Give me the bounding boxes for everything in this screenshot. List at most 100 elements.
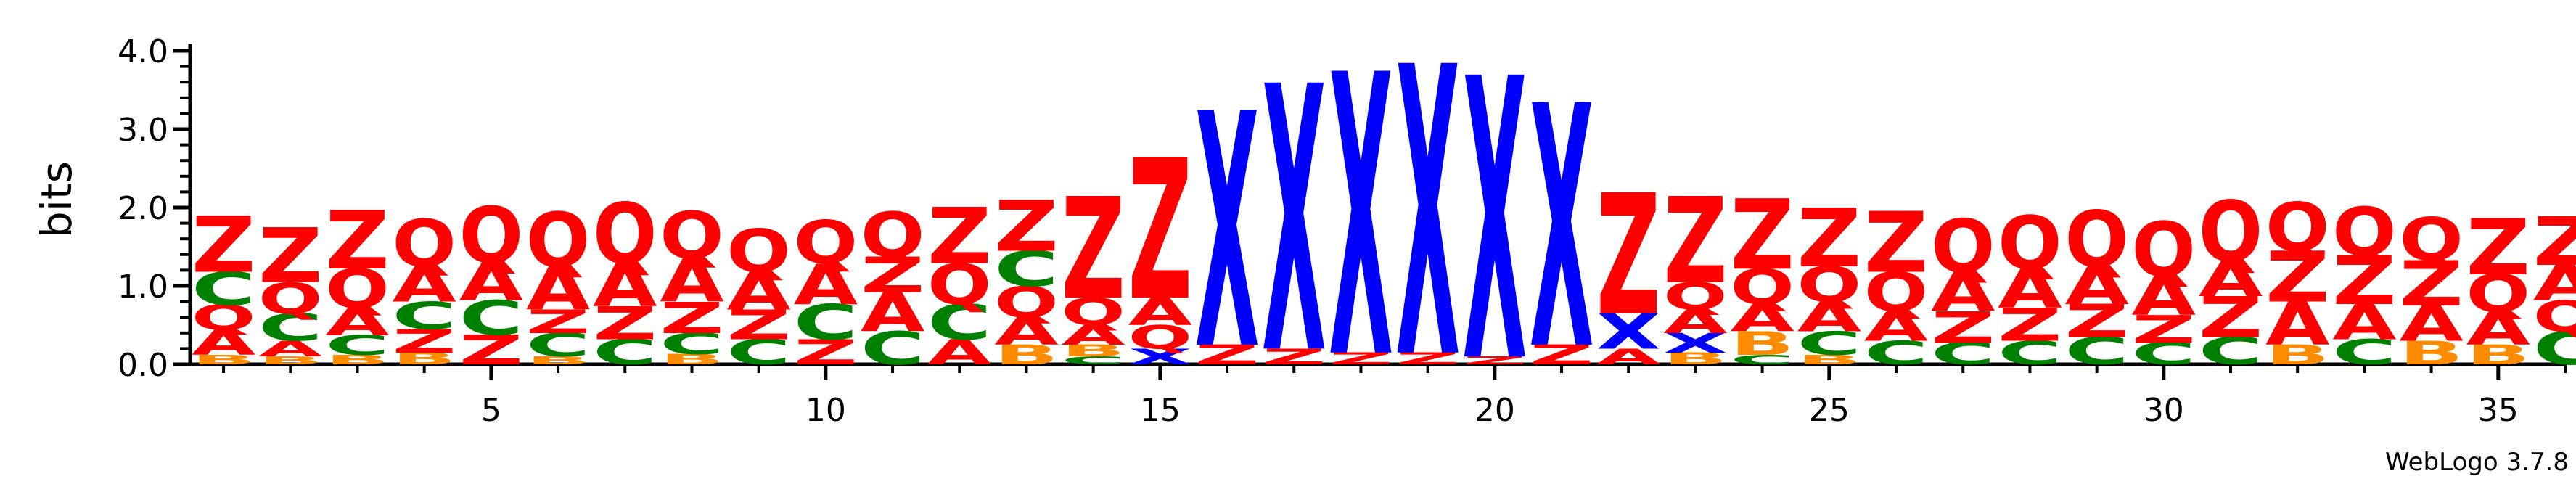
- logo-letter: Q: [1998, 202, 2062, 287]
- logo-letter: A: [1663, 303, 1727, 341]
- logo-letter: C: [2132, 337, 2196, 372]
- logo-letter: Q: [927, 252, 992, 317]
- logo-letter: C: [1730, 353, 1794, 368]
- logo-letter: C: [2064, 329, 2129, 373]
- logo-letter: C: [1797, 325, 1862, 362]
- logo-stack: ZX: [1262, 10, 1326, 435]
- logo-letter: Q: [994, 277, 1058, 327]
- logo-letter: A: [258, 337, 323, 362]
- x-ticks: 5 10 15 20 25 30 35: [222, 364, 2567, 429]
- logo-letter: Z: [1128, 118, 1192, 343]
- logo-letter: B: [258, 354, 322, 366]
- logo-letter: Q: [2132, 207, 2196, 294]
- logo-letter: Z: [861, 248, 924, 304]
- logo-letter: Q: [726, 218, 790, 287]
- logo-letter: Z: [660, 293, 724, 343]
- logo-letter: B: [325, 353, 390, 368]
- logo-letter: C: [927, 295, 992, 350]
- logo-letter: Q: [1797, 257, 1862, 313]
- logo-letter: A: [1128, 290, 1193, 334]
- logo-letter: X: [1329, 0, 1392, 444]
- logo-letter: A: [794, 253, 858, 317]
- logo-letter: Z: [1463, 354, 1527, 366]
- logo-letter: A: [660, 247, 724, 316]
- logo-letter: X: [1463, 0, 1527, 448]
- logo-letter: C: [660, 327, 724, 361]
- logo-letter: X: [1530, 36, 1593, 424]
- logo-letter: A: [2265, 290, 2330, 358]
- logo-letter: C: [325, 330, 390, 361]
- logo-letter: B: [2399, 335, 2463, 372]
- logo-letter: Z: [794, 332, 858, 372]
- logo-letter: C: [1864, 335, 1929, 372]
- logo-letter: C: [1998, 335, 2062, 372]
- logo-letter: Q: [1864, 262, 1928, 324]
- logo-letter: A: [192, 323, 256, 363]
- logo-letter: C: [861, 322, 925, 375]
- logo-letter: A: [1998, 258, 2062, 321]
- logo-letter: C: [392, 294, 456, 337]
- logo-letter: A: [2533, 255, 2576, 312]
- logo-letter: X: [1128, 344, 1192, 369]
- logo-letter: C: [2332, 332, 2397, 372]
- logo-letter: X: [1596, 304, 1661, 360]
- y-tick-label: 0.0: [118, 347, 168, 384]
- logo-letter: A: [593, 252, 657, 320]
- logo-letter: B: [660, 351, 723, 367]
- logo-letter: C: [794, 295, 858, 350]
- logo-letter: A: [2132, 266, 2196, 328]
- logo-letter: A: [1797, 294, 1862, 342]
- logo-letter: Q: [2533, 291, 2576, 341]
- weblogo-credit: WebLogo 3.7.8: [2385, 448, 2569, 477]
- logo-letter: A: [994, 310, 1059, 353]
- y-axis-title: bits: [32, 161, 81, 238]
- logo-letter: Q: [1663, 275, 1727, 319]
- logo-letter: Z: [2332, 243, 2397, 320]
- logo-letter: B: [392, 349, 456, 368]
- logo-letter: Z: [1663, 172, 1727, 310]
- x-tick-label: 30: [2144, 392, 2184, 429]
- logo-letter: C: [1061, 354, 1125, 366]
- logo-letter: A: [861, 282, 925, 344]
- logo-letter: Q: [2265, 189, 2330, 267]
- logo-letter: Q: [526, 197, 590, 284]
- logo-letter: Q: [459, 190, 524, 280]
- logo-letter: A: [1730, 297, 1794, 340]
- logo-letter: Q: [258, 274, 322, 324]
- logo-stack: ZX: [1463, 0, 1527, 448]
- logo-stack: ZX: [1395, 0, 1460, 447]
- logo-letter: Z: [1864, 195, 1929, 292]
- logo-letter: Z: [927, 192, 992, 282]
- logo-letter: C: [459, 291, 523, 346]
- logo-letter: A: [1864, 303, 1929, 351]
- logo-stack: ZX: [1329, 0, 1393, 444]
- logo-letter: A: [392, 257, 456, 313]
- logo-letter: X: [1395, 0, 1459, 447]
- logo-letter: Q: [1931, 205, 1995, 290]
- y-tick-label: 4.0: [118, 33, 168, 70]
- x-tick-label: 5: [481, 392, 501, 429]
- logo-letter: Z: [1730, 179, 1794, 292]
- logo-letter: Z: [994, 186, 1059, 267]
- logo-letter: Z: [2466, 203, 2531, 293]
- logo-letter: A: [2064, 257, 2129, 316]
- y-tick-label: 1.0: [118, 268, 168, 305]
- logo-letter: C: [994, 241, 1059, 297]
- logo-letter: Z: [1195, 340, 1260, 371]
